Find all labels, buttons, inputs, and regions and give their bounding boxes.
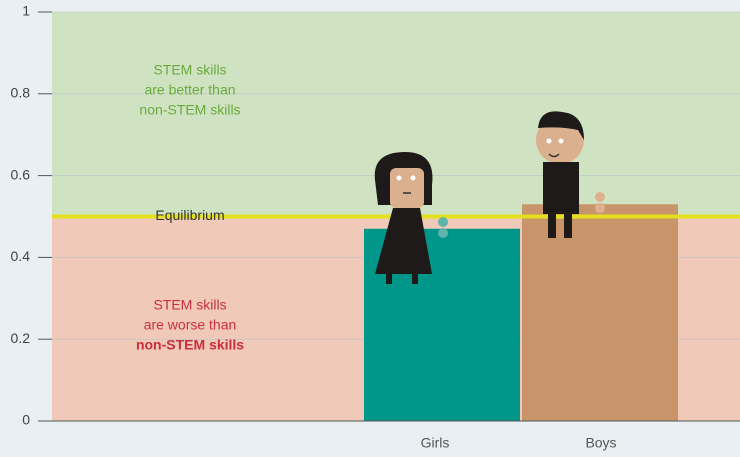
x-tick-label: Boys [585, 435, 616, 451]
illustration [374, 111, 605, 284]
y-tick-label: 0.2 [11, 330, 31, 346]
y-tick-label: 0.6 [11, 166, 31, 182]
region-label: non-STEM skills [139, 102, 240, 118]
region-label: non-STEM skills [136, 337, 244, 353]
region-label: STEM skills [153, 297, 226, 313]
equilibrium-label: Equilibrium [155, 207, 224, 223]
y-tick-label: 0 [22, 412, 30, 428]
y-tick-label: 0.8 [11, 85, 31, 101]
x-tick-label: Girls [421, 435, 450, 451]
region-label: are worse than [144, 317, 237, 333]
y-tick-label: 1 [22, 3, 30, 19]
region-label: STEM skills [153, 62, 226, 78]
y-tick-label: 0.4 [11, 248, 31, 264]
bar [522, 204, 678, 421]
region-label: are better than [144, 82, 235, 98]
